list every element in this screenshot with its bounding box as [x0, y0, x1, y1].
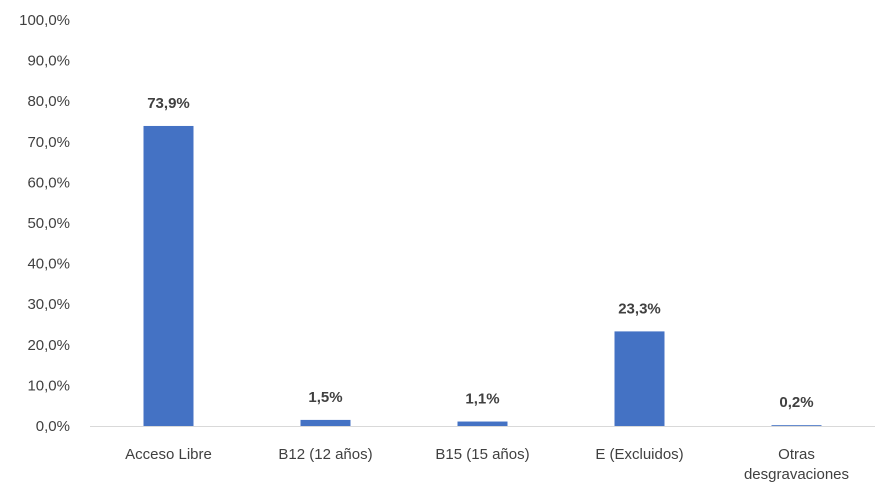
bar — [300, 419, 351, 426]
bar — [143, 125, 194, 426]
bar — [614, 331, 665, 426]
y-tick-label: 100,0% — [19, 12, 70, 29]
y-tick-label: 40,0% — [27, 256, 70, 273]
y-tick-label: 70,0% — [27, 134, 70, 151]
category-label: B15 (15 años) — [435, 446, 529, 463]
y-axis-tick-labels: 0,0% 10,0% 20,0% 30,0% 40,0% 50,0% 60,0% 70,0% 8… — [19, 12, 70, 435]
data-label: 0,2% — [779, 394, 813, 411]
y-tick-label: 90,0% — [27, 53, 70, 70]
y-tick-label: 60,0% — [27, 174, 70, 191]
y-tick-label: 80,0% — [27, 93, 70, 110]
bar — [457, 421, 508, 426]
data-label: 73,9% — [147, 95, 190, 112]
y-tick-label: 50,0% — [27, 215, 70, 232]
category-label: E (Excluidos) — [595, 446, 683, 463]
data-label: 23,3% — [618, 300, 661, 317]
y-tick-label: 0,0% — [36, 418, 70, 435]
data-label: 1,1% — [465, 391, 499, 408]
x-axis-category-labels: Acceso Libre B12 (12 años) B15 (15 años) E … — [125, 446, 849, 483]
bars — [143, 125, 822, 426]
y-tick-label: 20,0% — [27, 337, 70, 354]
category-label: B12 (12 años) — [278, 446, 372, 463]
y-tick-label: 10,0% — [27, 377, 70, 394]
data-label: 1,5% — [308, 389, 342, 406]
bar — [771, 425, 822, 426]
data-labels: 73,9% 1,5% 1,1% 23,3% 0,2% — [147, 95, 813, 411]
category-label: Otras desgravaciones — [744, 446, 849, 483]
category-label: Acceso Libre — [125, 446, 212, 463]
y-tick-label: 30,0% — [27, 296, 70, 313]
